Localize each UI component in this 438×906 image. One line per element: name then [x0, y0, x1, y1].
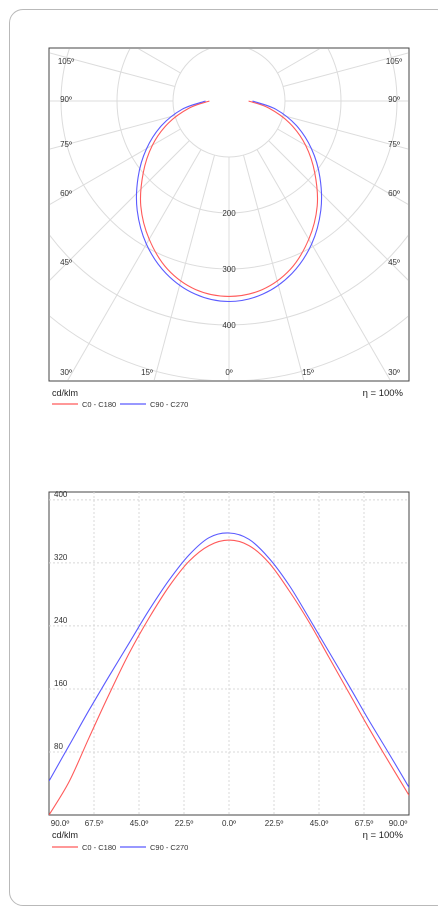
polar-grid-spoke [50, 52, 176, 87]
linear-x-tick-4: 0.0º [222, 819, 236, 828]
linear-y-tick-160: 160 [54, 679, 68, 688]
linear-y-tick-240: 240 [54, 616, 68, 625]
polar-grid [50, 49, 408, 380]
polar-grid-spoke [67, 149, 202, 380]
linear-grid [49, 492, 409, 815]
polar-angle-label-left: 90º [60, 95, 72, 104]
linear-legend: C0 - C180 C90 - C270 [52, 843, 188, 852]
polar-angle-label-right: 30º [388, 368, 400, 377]
linear-efficiency-label: η = 100% [363, 830, 404, 841]
polar-angle-label-right: 105º [386, 57, 402, 66]
linear-labels: 80 160 240 320 400 90.0º 67.5º 45.0º 22.5º 0.0º 22… [51, 490, 408, 828]
polar-radial-label-200: 200 [222, 209, 236, 218]
linear-curve-c90-c270 [49, 532, 409, 788]
linear-x-tick-5: 22.5º [265, 819, 284, 828]
linear-x-tick-0: 90.0º [51, 819, 70, 828]
polar-grid-spoke [282, 115, 408, 150]
linear-x-tick-8: 90.0º [389, 819, 408, 828]
linear-legend-c90: C90 - C270 [150, 843, 188, 852]
polar-grid-spoke [50, 115, 176, 150]
polar-angle-label-right: 60º [388, 189, 400, 198]
linear-x-tick-3: 22.5º [175, 819, 194, 828]
linear-y-tick-320: 320 [54, 553, 68, 562]
polar-grid-spoke [268, 140, 408, 281]
linear-y-tick-400: 400 [54, 490, 68, 499]
polar-angle-label-left: 15º [141, 368, 153, 377]
polar-angle-label-right: 75º [388, 140, 400, 149]
linear-x-tick-2: 45.0º [130, 819, 149, 828]
polar-angle-label-right: 15º [302, 368, 314, 377]
linear-y-tick-80: 80 [54, 742, 63, 751]
polar-angle-label-right: 90º [388, 95, 400, 104]
polar-legend: C0 - C180 C90 - C270 [52, 400, 188, 409]
linear-x-tick-6: 45.0º [310, 819, 329, 828]
polar-grid-spoke [256, 149, 391, 380]
polar-angle-label-right: 45º [388, 258, 400, 267]
polar-efficiency-label: η = 100% [363, 388, 404, 399]
polar-series [135, 100, 323, 303]
polar-labels: 105º 105º 90º 90º 75º 75º 60º 60º 45º 45º 30º 30º 15… [58, 57, 402, 377]
polar-angle-label-center: 0º [225, 368, 232, 377]
linear-chart: 80 160 240 320 400 90.0º 67.5º 45.0º 22.5º 0.0º 22… [48, 490, 410, 852]
polar-angle-label-left: 105º [58, 57, 74, 66]
polar-chart: 105º 105º 90º 90º 75º 75º 60º 60º 45º 45º 30º 30º 15… [48, 47, 410, 409]
linear-series [49, 532, 409, 815]
polar-grid-spoke [153, 154, 215, 380]
linear-legend-c0: C0 - C180 [82, 843, 116, 852]
linear-x-tick-7: 67.5º [355, 819, 374, 828]
polar-grid-spoke [50, 140, 190, 281]
polar-curve-c90-c270 [135, 100, 323, 303]
polar-angle-label-left: 45º [60, 258, 72, 267]
polar-grid-spoke [282, 52, 408, 87]
polar-grid-spoke [277, 128, 408, 205]
polar-grid-spoke [243, 154, 305, 380]
polar-angle-label-left: 30º [60, 368, 72, 377]
polar-grid-spoke [50, 128, 181, 205]
polar-angle-label-left: 60º [60, 189, 72, 198]
linear-x-tick-1: 67.5º [85, 819, 104, 828]
polar-legend-c90: C90 - C270 [150, 400, 188, 409]
polar-legend-c0: C0 - C180 [82, 400, 116, 409]
linear-unit-label: cd/klm [52, 830, 78, 840]
polar-angle-label-left: 75º [60, 140, 72, 149]
polar-radial-label-400: 400 [222, 321, 236, 330]
polar-unit-label: cd/klm [52, 388, 78, 398]
linear-curve-c0-c180 [49, 539, 409, 815]
polar-radial-label-300: 300 [222, 265, 236, 274]
polar-curve-c0-c180 [139, 100, 319, 297]
